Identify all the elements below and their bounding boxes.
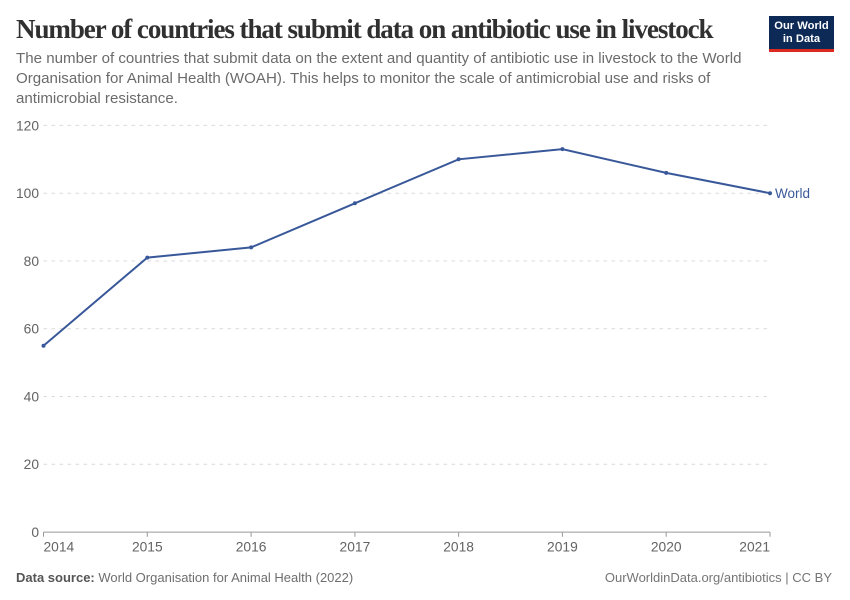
svg-text:2017: 2017 [340, 539, 371, 554]
svg-text:2015: 2015 [132, 539, 163, 554]
svg-text:100: 100 [16, 186, 39, 201]
svg-text:120: 120 [16, 118, 39, 133]
svg-text:80: 80 [24, 254, 40, 269]
svg-text:2014: 2014 [44, 539, 75, 554]
svg-text:2018: 2018 [443, 539, 474, 554]
svg-text:2016: 2016 [236, 539, 267, 554]
svg-text:2019: 2019 [547, 539, 578, 554]
svg-text:2021: 2021 [739, 539, 770, 554]
svg-text:60: 60 [24, 322, 40, 337]
svg-text:40: 40 [24, 389, 40, 404]
svg-text:0: 0 [31, 525, 39, 540]
svg-text:20: 20 [24, 457, 40, 472]
svg-text:World: World [775, 186, 810, 201]
svg-text:2020: 2020 [651, 539, 682, 554]
